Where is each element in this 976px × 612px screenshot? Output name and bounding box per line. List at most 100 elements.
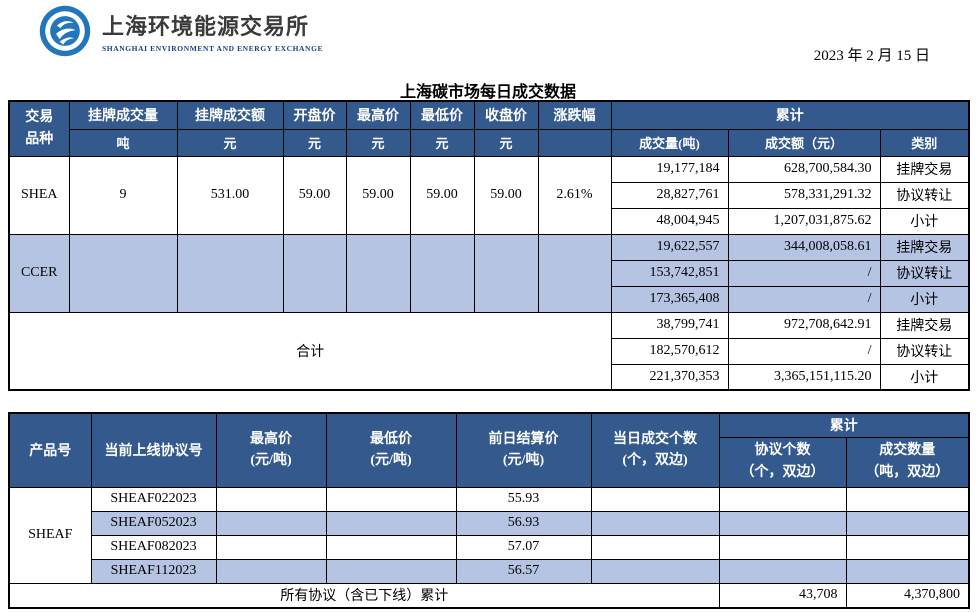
- shea-cum-category: 挂牌交易: [879, 155, 970, 183]
- ccer-cum-amount: /: [727, 285, 881, 313]
- table-row-shea: SHEA 9 531.00 59.00 59.00 59.00 59.00 2.…: [8, 155, 970, 235]
- ccer-open: [282, 233, 347, 313]
- org-name-en: SHANGHAI ENVIRONMENT AND ENERGY EXCHANGE: [102, 43, 324, 53]
- shea-cum-amount: 578,331,291.32: [727, 181, 881, 209]
- col-close-unit: 元: [473, 128, 539, 157]
- total-cum-amount: /: [727, 337, 881, 365]
- col-high: 最高价: [345, 100, 411, 130]
- shea-cum-volume: 19,177,184: [610, 155, 729, 183]
- shea-cum-category: 小计: [879, 207, 970, 235]
- table-row-protocol: SHEAF112023 56.57: [9, 558, 970, 584]
- protocol-low: [325, 510, 457, 536]
- col-change: 涨跌幅: [537, 100, 612, 130]
- table-row-ccer: 153,742,851 / 协议转让: [9, 259, 970, 287]
- ccer-cum-category: 协议转让: [879, 259, 970, 287]
- table-row-ccer: 173,365,408 / 小计: [9, 285, 970, 313]
- col-protocol-count: 协议个数 （个，双边）: [718, 436, 847, 488]
- ccer-low: [409, 233, 475, 313]
- protocol-cum-count: [718, 486, 847, 512]
- shea-low: 59.00: [409, 155, 475, 235]
- col-change-unit: [537, 128, 612, 157]
- ccer-cum-category: 挂牌交易: [879, 233, 970, 261]
- ccer-cum-amount: /: [727, 259, 881, 287]
- col-listed-amount: 挂牌成交额: [176, 100, 284, 130]
- col-open: 开盘价: [282, 100, 347, 130]
- total-cum-volume: 182,570,612: [610, 337, 729, 365]
- protocol-daily-count: [590, 486, 720, 512]
- col-trade-volume: 成交数量 （吨，双边）: [845, 436, 970, 488]
- total-cum-volume: 221,370,353: [610, 363, 729, 391]
- protocol-prev-settle: 57.07: [455, 534, 592, 560]
- shea-listed-amount: 531.00: [176, 155, 284, 235]
- protocol-low: [325, 534, 457, 560]
- col-daily-count: 当日成交个数 (个，双边): [590, 412, 720, 488]
- col-low: 最低价: [409, 100, 475, 130]
- shea-cum-category: 协议转让: [879, 181, 970, 209]
- shea-cum-volume: 28,827,761: [610, 181, 729, 209]
- page-title: 上海碳市场每日成交数据: [399, 84, 576, 101]
- table-row-protocol: SHEAF052023 56.93: [9, 510, 970, 536]
- total-cum-amount: 972,708,642.91: [727, 311, 881, 339]
- table-row-all-protocols-total: 所有协议（含已下线）累计 43,708 4,370,800: [8, 582, 970, 609]
- col-close: 收盘价: [473, 100, 539, 130]
- col-low-unit: 元: [409, 128, 475, 157]
- report-date: 2023 年 2 月 15 日: [813, 48, 930, 64]
- table-row-total: 221,370,353 3,365,151,115.20 小计: [9, 363, 970, 391]
- table-row-total: 合计 38,799,741 972,708,642.91 挂牌交易: [8, 311, 970, 391]
- protocol-cum-count: [718, 558, 847, 584]
- protocol-prev-settle: 56.57: [455, 558, 592, 584]
- col-listed-amount-unit: 元: [176, 128, 284, 157]
- col-cum-amount: 成交额（元）: [727, 128, 881, 157]
- table-row-protocol: SHEAF SHEAF022023 55.93: [8, 486, 970, 584]
- col-high-unit: 元: [345, 128, 411, 157]
- col-trade-type: 交易 品种: [8, 100, 70, 157]
- all-protocols-label: 所有协议（含已下线）累计: [8, 582, 720, 609]
- protocol-cum-volume: [845, 486, 970, 512]
- ccer-close: [473, 233, 539, 313]
- protocol-id: SHEAF052023: [90, 510, 217, 536]
- shea-cum-volume: 48,004,945: [610, 207, 729, 235]
- total-label: 合计: [8, 311, 612, 391]
- col-product: 产品号: [8, 412, 92, 488]
- ccer-listed-volume: [68, 233, 178, 313]
- col-category: 类别: [879, 128, 970, 157]
- protocol-id: SHEAF112023: [90, 558, 217, 584]
- col-listed-volume-unit: 吨: [68, 128, 178, 157]
- col-protocol: 当前上线协议号: [90, 412, 217, 488]
- exchange-logo-icon: [38, 4, 92, 63]
- product-label: SHEAF: [8, 486, 92, 584]
- ccer-label: CCER: [8, 233, 70, 313]
- protocol-prev-settle: 55.93: [455, 486, 592, 512]
- ccer-cum-volume: 19,622,557: [610, 233, 729, 261]
- col-cumulative-group2: 累计: [718, 412, 970, 438]
- shea-open: 59.00: [282, 155, 347, 235]
- col-cumulative-group: 累计: [610, 100, 970, 130]
- org-name-cn: 上海环境能源交易所: [102, 14, 310, 40]
- protocol-daily-count: [590, 510, 720, 536]
- protocol-high: [215, 534, 327, 560]
- all-protocols-volume: 4,370,800: [845, 582, 970, 609]
- table-row-shea: 28,827,761 578,331,291.32 协议转让: [9, 181, 970, 209]
- col-listed-volume: 挂牌成交量: [68, 100, 178, 130]
- shea-cum-amount: 1,207,031,875.62: [727, 207, 881, 235]
- shea-change: 2.61%: [537, 155, 612, 235]
- protocol-cum-count: [718, 510, 847, 536]
- shea-listed-volume: 9: [68, 155, 178, 235]
- ccer-listed-amount: [176, 233, 284, 313]
- col-open-unit: 元: [282, 128, 347, 157]
- protocol-id: SHEAF022023: [90, 486, 217, 512]
- total-cum-category: 小计: [879, 363, 970, 391]
- daily-trading-table: 交易 品种 挂牌成交量 挂牌成交额 开盘价 最高价 最低价 收盘价 涨跌幅 累计…: [8, 100, 971, 391]
- col-cum-volume: 成交量(吨): [610, 128, 729, 157]
- protocol-cum-count: [718, 534, 847, 560]
- ccer-cum-volume: 173,365,408: [610, 285, 729, 313]
- protocol-daily-count: [590, 534, 720, 560]
- table-row-ccer: CCER 19,622,557 344,008,058.61 挂牌交易: [8, 233, 970, 313]
- protocol-cum-volume: [845, 534, 970, 560]
- shea-close: 59.00: [473, 155, 539, 235]
- protocol-products-table: 产品号 当前上线协议号 最高价 (元/吨) 最低价 (元/吨) 前日结算价 (元…: [8, 412, 970, 609]
- protocol-low: [325, 558, 457, 584]
- protocol-cum-volume: [845, 510, 970, 536]
- exchange-brand: 上海环境能源交易所 SHANGHAI ENVIRONMENT AND ENERG…: [38, 4, 323, 63]
